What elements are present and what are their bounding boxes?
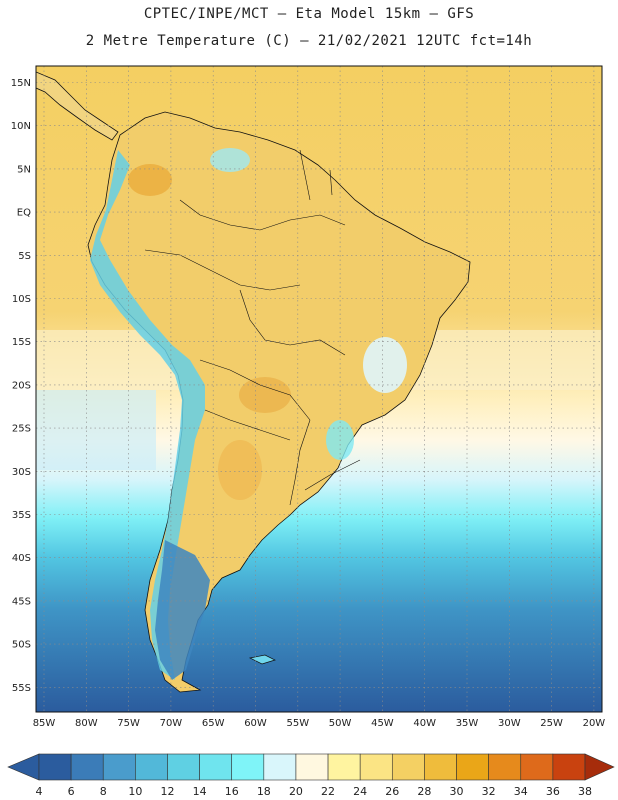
- pampas-warm-patch: [218, 440, 262, 500]
- colorbar-low-arrow: [7, 753, 40, 781]
- latitude-label: 5N: [17, 164, 31, 175]
- colorbar-tick-label: 38: [578, 785, 592, 798]
- longitude-label: 40W: [413, 718, 436, 729]
- colorbar-swatch: [488, 753, 522, 781]
- colorbar-swatch: [199, 753, 233, 781]
- colorbar-tick-label: 4: [36, 785, 43, 798]
- colorbar-swatch: [391, 753, 425, 781]
- longitude-label: 85W: [33, 718, 56, 729]
- map-frame: [35, 65, 603, 713]
- colorbar-high-arrow: [584, 753, 615, 781]
- latitude-label: EQ: [17, 208, 31, 219]
- colorbar-swatch: [295, 753, 329, 781]
- longitude-label: 45W: [371, 718, 394, 729]
- colorbar-tick-label: 12: [160, 785, 174, 798]
- longitude-label: 35W: [456, 718, 479, 729]
- colorbar-swatch: [520, 753, 554, 781]
- latitude-label: 45S: [12, 596, 31, 607]
- colorbar-tick-label: 26: [385, 785, 399, 798]
- latitude-label: 15N: [11, 78, 31, 89]
- colorbar-tick-label: 30: [450, 785, 464, 798]
- guiana-cool-patch: [210, 148, 250, 172]
- longitude-label: 70W: [160, 718, 183, 729]
- colorbar-tick-label: 24: [353, 785, 367, 798]
- colorbar-swatch: [102, 753, 136, 781]
- colorbar-swatch: [327, 753, 361, 781]
- latitude-label: 5S: [18, 251, 31, 262]
- colorbar-tick-label: 14: [193, 785, 207, 798]
- map-title-line1: CPTEC/INPE/MCT – Eta Model 15km – GFS: [143, 6, 475, 22]
- chaco-warm-patch: [239, 377, 291, 413]
- longitude-label: 25W: [540, 718, 563, 729]
- latitude-label: 10N: [11, 121, 31, 132]
- colorbar-tick-label: 16: [225, 785, 239, 798]
- map-title-line2: 2 Metre Temperature (C) – 21/02/2021 12U…: [85, 33, 533, 49]
- latitude-label: 20S: [12, 380, 31, 391]
- central-america-landmass: [36, 71, 119, 141]
- longitude-label: 55W: [286, 718, 309, 729]
- colorbar-tick-label: 36: [546, 785, 560, 798]
- latitude-label: 10S: [12, 294, 31, 305]
- colorbar-swatch: [552, 753, 586, 781]
- colorbar-swatch: [231, 753, 265, 781]
- colorbar-tick-label: 18: [257, 785, 271, 798]
- latitude-label: 40S: [12, 553, 31, 564]
- longitude-label: 20W: [583, 718, 606, 729]
- colorbar-tick-label: 34: [514, 785, 528, 798]
- longitude-label: 60W: [244, 718, 267, 729]
- colorbar-tick-label: 8: [100, 785, 107, 798]
- latitude-label: 30S: [12, 467, 31, 478]
- longitude-label: 50W: [329, 718, 352, 729]
- pacific-cool-band: [36, 390, 156, 470]
- colorbar-swatch: [167, 753, 200, 781]
- colorbar-tick-label: 28: [417, 785, 431, 798]
- patagonia-cold-region: [155, 540, 210, 680]
- colorbar-tick-label: 20: [289, 785, 303, 798]
- latitude-label: 25S: [12, 424, 31, 435]
- colorbar-swatch: [359, 753, 393, 781]
- latitude-label: 35S: [12, 510, 31, 521]
- colorbar-tick-label: 10: [128, 785, 142, 798]
- colombia-warm-patch: [128, 164, 172, 196]
- falkland-islands: [248, 654, 276, 665]
- colorbar-tick-label: 6: [68, 785, 75, 798]
- longitude-labels: 85W 80W 75W 70W 65W 60W 55W 50W 45W 40W 35W 30W 25W 2…: [33, 718, 606, 729]
- longitude-label: 65W: [202, 718, 225, 729]
- colorbar-swatch: [424, 753, 457, 781]
- longitude-label: 30W: [498, 718, 521, 729]
- country-boundaries: [144, 149, 361, 506]
- colorbar-swatch: [135, 753, 168, 781]
- longitude-label: 75W: [117, 718, 140, 729]
- latitude-label: 50S: [12, 640, 31, 651]
- highland-cool-patch: [363, 337, 407, 393]
- temperature-colorbar: 4 6 8 10 12 14 16 18 20 22 24 26 28 30 32 34 36 38: [7, 753, 615, 798]
- longitude-label: 80W: [75, 718, 98, 729]
- latitude-label: 15S: [12, 337, 31, 348]
- colorbar-swatch: [38, 753, 72, 781]
- latitude-labels: 15N 10N 5N EQ 5S 10S 15S 20S 25S 30S 35S 40S 45S 50S 5…: [11, 78, 31, 694]
- colorbar-tick-label: 22: [321, 785, 335, 798]
- colorbar-swatch: [456, 753, 489, 781]
- colorbar-swatch: [263, 753, 297, 781]
- colorbar-swatch: [70, 753, 104, 781]
- colorbar-tick-label: 32: [482, 785, 496, 798]
- latitude-label: 55S: [12, 683, 31, 694]
